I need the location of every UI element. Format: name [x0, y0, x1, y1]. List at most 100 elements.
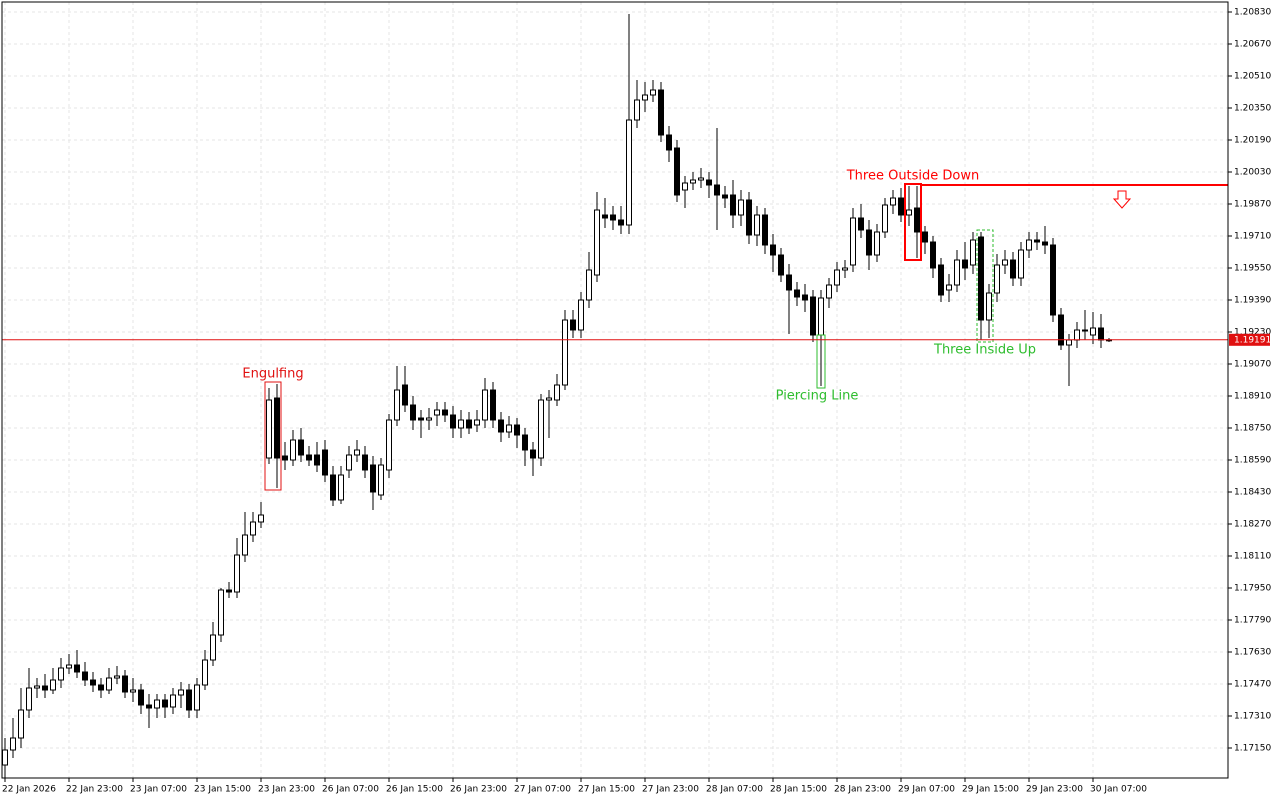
y-tick-label: 1.19230: [1234, 328, 1271, 338]
candle-body: [602, 214, 608, 219]
candle-body: [370, 464, 376, 493]
x-tick-label: 28 Jan 15:00: [770, 785, 827, 795]
candle-body: [98, 684, 104, 691]
x-tick-label: 26 Jan 23:00: [450, 785, 507, 795]
y-tick-label: 1.17470: [1234, 680, 1271, 690]
candle-body: [402, 384, 408, 406]
candle-body: [858, 217, 864, 231]
y-tick-label: 1.19550: [1234, 264, 1271, 274]
candle-body: [970, 239, 976, 266]
candle-body: [642, 94, 648, 101]
x-tick-label: 26 Jan 07:00: [322, 785, 379, 795]
candle-body: [186, 689, 192, 711]
candle-body: [786, 274, 792, 291]
candle-body: [522, 434, 528, 451]
candle-body: [242, 534, 248, 556]
candle-body: [282, 455, 288, 461]
pattern-label: Three Inside Up: [933, 343, 1036, 358]
candle-body: [362, 454, 368, 471]
pattern-label: Engulfing: [242, 367, 303, 382]
candle-body: [578, 299, 584, 331]
candle-body: [122, 675, 128, 693]
candle-body: [378, 464, 384, 496]
candle-body: [178, 689, 184, 696]
candle-body: [954, 259, 960, 286]
candle-body: [466, 419, 472, 429]
candle-body: [394, 389, 400, 421]
candle-body: [738, 199, 744, 216]
sell-arrow: [1112, 190, 1132, 209]
x-tick-label: 27 Jan 07:00: [514, 785, 571, 795]
candle-body: [330, 474, 336, 501]
y-tick-label: 1.20030: [1234, 168, 1271, 178]
candle-body: [842, 267, 848, 271]
candle-body: [458, 419, 464, 429]
candle-body: [914, 207, 920, 233]
candle-body: [674, 147, 680, 196]
candle-body: [210, 634, 216, 661]
candle-body: [610, 214, 616, 221]
candle-body: [826, 284, 832, 299]
y-tick-label: 1.17310: [1234, 712, 1271, 722]
x-tick-label: 23 Jan 23:00: [258, 785, 315, 795]
candle-body: [354, 449, 360, 456]
candle-body: [418, 417, 424, 421]
candle-body: [746, 199, 752, 236]
candle-body: [66, 664, 72, 669]
x-tick-label: 28 Jan 23:00: [834, 785, 891, 795]
candle-body: [1098, 327, 1104, 341]
plot-frame: [1, 1, 1229, 779]
candle-body: [450, 414, 456, 429]
candle-body: [58, 667, 64, 681]
candle-body: [978, 236, 984, 321]
y-tick-label: 1.18910: [1234, 392, 1271, 402]
candle-body: [818, 297, 824, 336]
x-tick-label: 23 Jan 15:00: [194, 785, 251, 795]
x-tick-label: 26 Jan 15:00: [386, 785, 443, 795]
candle-body: [74, 664, 80, 673]
y-tick-label: 1.19710: [1234, 232, 1271, 242]
candle-body: [1058, 314, 1064, 346]
candle-body: [882, 204, 888, 233]
candle-body: [82, 671, 88, 681]
candle-body: [1018, 249, 1024, 279]
candle-body: [1026, 239, 1032, 251]
candle-body: [698, 177, 704, 181]
candle-body: [1010, 259, 1016, 279]
candle-body: [554, 384, 560, 401]
pattern-box: [904, 183, 922, 261]
candle-body: [386, 419, 392, 471]
candle-body: [666, 134, 672, 151]
candle-body: [146, 704, 152, 709]
candle-body: [474, 419, 480, 426]
candle-body: [114, 675, 120, 679]
y-tick-label: 1.20830: [1234, 8, 1271, 18]
pattern-box: [264, 381, 282, 491]
candle-body: [194, 684, 200, 711]
candle-body: [90, 679, 96, 686]
candle-body: [154, 699, 160, 709]
candle-body: [930, 241, 936, 269]
y-tick-label: 1.18430: [1234, 488, 1271, 498]
candle-body: [338, 474, 344, 501]
candle-body: [482, 389, 488, 421]
candle-body: [586, 269, 592, 301]
candle-body: [834, 269, 840, 286]
candle-body: [106, 677, 112, 691]
candle-body: [498, 419, 504, 433]
last-price-box: [1229, 333, 1270, 346]
candle-body: [514, 424, 520, 436]
plot: Engulfing Piercing Line Three Outside Down…: [2, 14, 1228, 778]
candle-body: [10, 737, 16, 751]
candle-body: [938, 264, 944, 296]
y-tick-label: 1.20190: [1234, 136, 1271, 146]
y-tick-label: 1.17150: [1234, 744, 1271, 754]
candle-body: [986, 292, 992, 321]
candle-body: [618, 219, 624, 226]
candle-body: [298, 439, 304, 456]
candle-body: [18, 709, 24, 739]
x-tick-label: 22 Jan 2026: [2, 785, 56, 795]
pattern-label: Three Outside Down: [846, 169, 980, 184]
